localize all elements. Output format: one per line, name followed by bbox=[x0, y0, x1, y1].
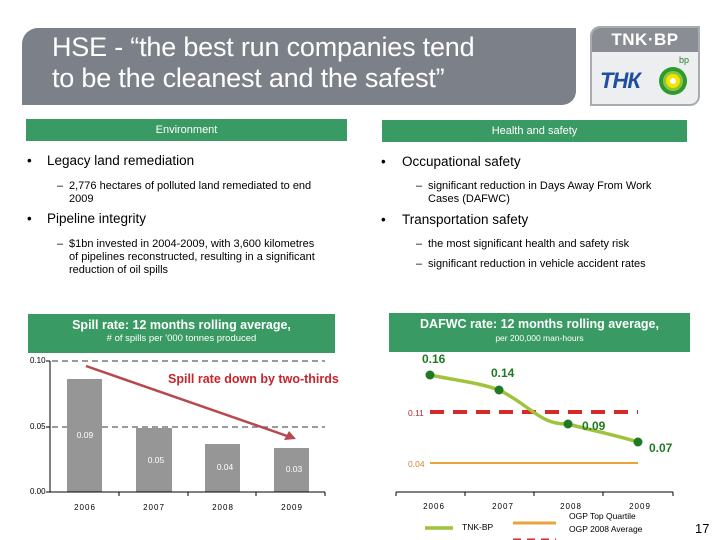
ogp-average-label: 0.11 bbox=[408, 408, 424, 418]
title-line-2: to be the cleanest and the safest” bbox=[52, 63, 445, 93]
spill-rate-chart bbox=[46, 360, 326, 496]
spill-annotation: Spill rate down by two-thirds bbox=[168, 372, 339, 386]
legend-ogp-top-quartile: OGP Top Quartile bbox=[569, 511, 636, 521]
dafwc-label-2007: 0.14 bbox=[491, 366, 515, 380]
x-label-2007: 2007 bbox=[143, 503, 165, 512]
page-title: HSE - “the best run companies tend to be… bbox=[52, 32, 475, 94]
title-banner-ext bbox=[200, 28, 576, 105]
dafwc-label-2009: 0.07 bbox=[649, 441, 673, 455]
tnk-logo-icon: ТНК bbox=[600, 68, 641, 93]
title-line-1: HSE - “the best run companies tend bbox=[52, 32, 475, 62]
bp-text: bp bbox=[678, 55, 689, 65]
bar-label-2009: 0.03 bbox=[285, 464, 303, 474]
dafwc-x-2008: 2008 bbox=[560, 502, 582, 511]
y-tick-0.00: 0.00 bbox=[30, 487, 46, 496]
y-tick-0.05: 0.05 bbox=[30, 422, 46, 431]
dafwc-label-2008: 0.09 bbox=[582, 419, 606, 433]
dafwc-x-2007: 2007 bbox=[492, 502, 514, 511]
bp-helios-icon bbox=[659, 67, 687, 95]
bar-label-2008: 0.04 bbox=[216, 462, 234, 472]
dafwc-x-2006: 2006 bbox=[423, 502, 445, 511]
health-safety-header: Health and safety bbox=[382, 120, 687, 142]
ogp-top-quartile-label: 0.04 bbox=[408, 459, 425, 469]
x-label-2009: 2009 bbox=[281, 503, 303, 512]
dafwc-label-2006: 0.16 bbox=[422, 352, 446, 366]
legend-tnk-bp: TNK-BP bbox=[462, 522, 494, 532]
x-label-2008: 2008 bbox=[212, 503, 234, 512]
page-number: 17 bbox=[695, 521, 710, 536]
dafwc-chart-header: DAFWC rate: 12 months rolling average, p… bbox=[389, 313, 690, 352]
bar-label-2007: 0.05 bbox=[147, 455, 165, 465]
tnk-bp-logo: TNK·BP ТНК bp bbox=[590, 26, 700, 106]
legend-ogp-2008-average: OGP 2008 Average bbox=[569, 524, 643, 534]
dafwc-rate-chart bbox=[395, 370, 674, 540]
spill-chart-header: Spill rate: 12 months rolling average, #… bbox=[28, 314, 335, 353]
logo-wordmark: TNK·BP bbox=[592, 28, 698, 52]
dafwc-x-2009: 2009 bbox=[629, 502, 651, 511]
environment-header: Environment bbox=[26, 119, 347, 141]
y-tick-0.10: 0.10 bbox=[30, 356, 46, 365]
bar-label-2006: 0.09 bbox=[76, 430, 94, 440]
x-label-2006: 2006 bbox=[74, 503, 96, 512]
